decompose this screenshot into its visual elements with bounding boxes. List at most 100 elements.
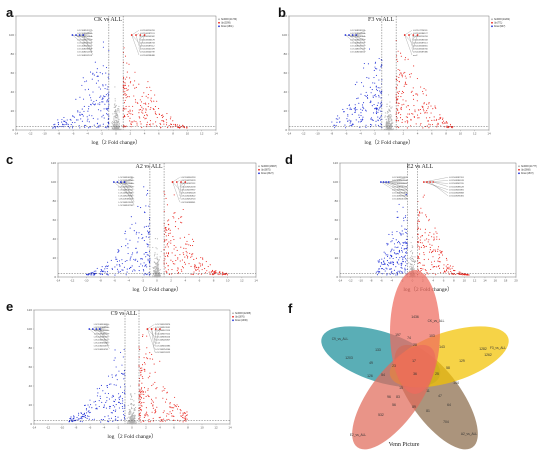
point-down xyxy=(372,112,375,114)
x-tick-label: -4 xyxy=(390,279,393,283)
point-up xyxy=(164,420,167,422)
point-down xyxy=(369,86,371,88)
gene-label: LOC108187191 xyxy=(140,33,156,35)
point-nodiff xyxy=(387,119,389,121)
point-down xyxy=(83,110,85,112)
gene-labels-left: LOC108250327LOC108242153LOC108183181LOC1… xyxy=(380,177,408,201)
point-up xyxy=(186,127,188,129)
point-up xyxy=(406,116,409,118)
point-up xyxy=(174,212,176,214)
gene-label: LOC108183242 xyxy=(119,180,135,182)
point-nodiff xyxy=(153,271,155,273)
point-up xyxy=(176,249,178,252)
point-up xyxy=(207,265,209,268)
point-nodiff xyxy=(384,128,386,130)
point-down xyxy=(97,80,99,82)
point-down xyxy=(141,265,144,267)
point-up xyxy=(124,91,126,93)
point-down xyxy=(133,258,135,260)
labelled-point xyxy=(344,34,347,36)
point-down xyxy=(82,115,84,117)
point-up xyxy=(417,227,420,229)
point-up xyxy=(449,125,451,127)
point-down xyxy=(366,77,368,79)
point-down xyxy=(356,98,358,100)
point-nodiff xyxy=(116,118,118,120)
point-up xyxy=(170,259,172,261)
point-nodiff xyxy=(408,257,410,259)
point-up xyxy=(422,106,424,109)
point-nodiff xyxy=(412,256,414,258)
point-up xyxy=(166,244,168,246)
point-up xyxy=(145,412,147,414)
point-down xyxy=(114,399,116,401)
point-down xyxy=(387,265,389,267)
point-up xyxy=(183,417,185,419)
point-down xyxy=(117,270,119,272)
point-down xyxy=(111,396,113,398)
point-up xyxy=(407,122,409,124)
label-leader-line xyxy=(345,34,367,53)
point-up xyxy=(446,127,448,129)
point-down xyxy=(121,263,123,265)
point-up xyxy=(180,221,182,223)
point-up xyxy=(182,417,184,419)
point-up xyxy=(126,113,128,116)
point-down xyxy=(362,116,364,118)
point-down xyxy=(402,257,404,259)
point-up xyxy=(181,216,183,218)
legend-entry: Up(2668) xyxy=(521,170,531,172)
point-down xyxy=(347,115,349,117)
point-nodiff xyxy=(111,122,113,124)
point-up xyxy=(130,121,132,123)
point-nodiff xyxy=(384,115,386,117)
point-nodiff xyxy=(158,259,160,261)
point-nodiff xyxy=(156,265,158,267)
point-down xyxy=(107,92,109,94)
point-up xyxy=(195,269,197,271)
point-up xyxy=(468,274,470,276)
point-down xyxy=(129,257,131,259)
point-up xyxy=(144,118,146,120)
y-tick-label: 40 xyxy=(29,384,33,388)
point-up xyxy=(123,125,125,127)
point-nodiff xyxy=(413,268,415,270)
point-down xyxy=(393,243,396,245)
point-down xyxy=(106,396,108,398)
point-down xyxy=(138,270,140,272)
point-nodiff xyxy=(134,393,136,395)
gene-label: LOC108186116 xyxy=(119,199,134,201)
point-up xyxy=(429,246,431,249)
point-down xyxy=(360,108,362,110)
label-leader-line xyxy=(154,328,161,347)
point-up xyxy=(429,124,431,126)
point-up xyxy=(127,89,129,91)
point-up xyxy=(127,111,129,113)
point-up xyxy=(124,92,126,95)
point-up xyxy=(148,421,150,423)
point-down xyxy=(85,124,87,126)
point-down xyxy=(390,241,392,243)
point-down xyxy=(94,400,96,402)
point-up xyxy=(201,263,203,265)
point-down xyxy=(361,82,363,84)
point-up xyxy=(155,388,157,390)
point-up xyxy=(147,415,149,417)
point-up xyxy=(168,418,170,421)
x-tick-label: -12 xyxy=(301,132,306,136)
point-up xyxy=(448,126,450,128)
point-nodiff xyxy=(133,405,135,407)
point-down xyxy=(98,400,100,402)
point-down xyxy=(105,72,107,74)
point-up xyxy=(425,216,428,218)
x-tick-label: -6 xyxy=(345,132,348,136)
point-down xyxy=(102,95,105,97)
point-nodiff xyxy=(158,272,161,274)
gene-label: LOC108229957 xyxy=(181,189,197,191)
point-up xyxy=(439,117,441,119)
point-nodiff xyxy=(130,416,132,418)
point-nodiff xyxy=(114,123,116,125)
point-up xyxy=(164,193,166,196)
x-tick-label: 6 xyxy=(173,426,175,430)
point-nodiff xyxy=(116,127,118,130)
